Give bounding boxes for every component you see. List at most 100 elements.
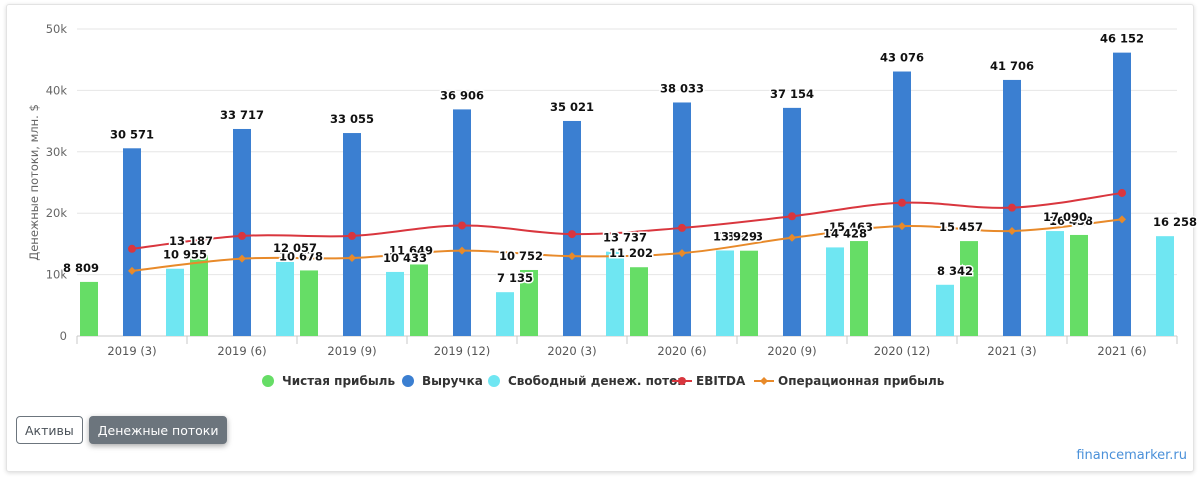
legend-label: Операционная прибыль	[778, 374, 945, 388]
point-operating-profit	[898, 222, 906, 231]
data-label: 38 033	[660, 81, 704, 95]
data-label: 35 021	[550, 100, 594, 114]
point-ebitda	[1118, 188, 1126, 197]
point-operating-profit	[128, 266, 136, 275]
y-tick-label: 20k	[46, 206, 68, 220]
bar-net-profit	[850, 241, 868, 336]
data-label: 8 342	[937, 264, 973, 278]
legend-label: Свободный денеж. поток	[508, 374, 686, 388]
bar-net-profit	[80, 281, 98, 336]
data-label: 15 457	[939, 220, 983, 234]
tab-assets[interactable]: Активы	[16, 416, 83, 444]
data-label: 43 076	[880, 51, 924, 65]
x-tick-label: 2020 (12)	[874, 344, 931, 358]
data-label: 13 737	[603, 231, 647, 245]
bar-free-cash-flow	[716, 250, 734, 336]
y-axis-label: Денежные потоки, млн. $	[27, 104, 41, 261]
point-ebitda	[238, 231, 246, 240]
data-label: 10 752	[499, 249, 543, 263]
point-ebitda	[568, 230, 576, 239]
x-tick-label: 2020 (9)	[767, 344, 816, 358]
data-label: 11 649	[389, 243, 433, 257]
y-tick-label: 10k	[46, 268, 68, 282]
tab-cashflow[interactable]: Денежные потоки	[88, 416, 228, 444]
point-ebitda	[678, 223, 686, 232]
data-label: 41 706	[990, 59, 1034, 73]
bar-free-cash-flow	[936, 284, 954, 336]
bar-free-cash-flow	[276, 261, 294, 336]
y-tick-label: 40k	[46, 83, 68, 97]
bar-free-cash-flow	[496, 292, 514, 336]
legend-marker	[678, 377, 686, 385]
data-label: 10 678	[279, 249, 323, 263]
bar-free-cash-flow	[606, 251, 624, 336]
bar-net-profit	[1070, 234, 1088, 336]
x-tick-label: 2020 (6)	[657, 344, 706, 358]
bar-net-profit	[300, 270, 318, 336]
legend-marker	[760, 377, 768, 385]
data-label: 12 057	[273, 241, 317, 255]
bar-free-cash-flow	[1046, 231, 1064, 336]
x-tick-label: 2019 (12)	[434, 344, 491, 358]
y-tick-label: 30k	[46, 145, 68, 159]
data-label: 16 258	[1153, 215, 1197, 229]
point-operating-profit	[238, 254, 246, 263]
data-label: 10 433	[383, 251, 427, 265]
chart-tabs: Активы Денежные потоки	[16, 416, 228, 444]
credit-link[interactable]: financemarker.ru	[1076, 448, 1187, 463]
bar-free-cash-flow	[386, 271, 404, 336]
legend-label: EBITDA	[696, 374, 746, 388]
data-label: 37 154	[770, 87, 814, 101]
bar-revenue	[123, 148, 141, 336]
data-label: 17 090	[1043, 210, 1087, 224]
x-tick-label: 2019 (9)	[327, 344, 376, 358]
bar-revenue	[563, 120, 581, 336]
point-ebitda	[1008, 203, 1016, 212]
bar-net-profit	[410, 264, 428, 336]
legend-label: Выручка	[422, 374, 483, 388]
point-operating-profit	[788, 233, 796, 242]
data-label: 13 187	[169, 234, 213, 248]
x-tick-label: 2019 (3)	[107, 344, 156, 358]
legend-marker	[402, 375, 414, 387]
point-ebitda	[348, 231, 356, 240]
bar-revenue	[673, 102, 691, 336]
x-tick-label: 2021 (3)	[987, 344, 1036, 358]
point-operating-profit	[458, 246, 466, 255]
data-label: 46 152	[1100, 32, 1144, 46]
data-label: 13 893	[719, 230, 763, 244]
y-tick-label: 50k	[46, 22, 68, 36]
point-ebitda	[788, 212, 796, 221]
bar-net-profit	[960, 241, 978, 336]
bar-net-profit	[520, 269, 538, 336]
data-label: 14 428	[823, 226, 867, 240]
line-operating-profit	[131, 218, 1123, 272]
x-tick-label: 2021 (6)	[1097, 344, 1146, 358]
point-operating-profit	[678, 249, 686, 258]
point-ebitda	[128, 244, 136, 253]
data-label: 30 571	[110, 127, 154, 141]
y-tick-label: 0	[60, 329, 67, 343]
bar-free-cash-flow	[166, 268, 184, 336]
point-operating-profit	[568, 252, 576, 261]
chart-card	[6, 4, 1194, 472]
bar-free-cash-flow	[826, 247, 844, 336]
line-ebitda	[131, 191, 1123, 250]
point-operating-profit	[1008, 227, 1016, 236]
point-operating-profit	[348, 254, 356, 263]
data-label: 33 717	[220, 108, 264, 122]
data-label: 13 929	[713, 229, 757, 243]
bar-net-profit	[740, 250, 758, 336]
data-label: 10 955	[163, 248, 207, 262]
data-label: 8 809	[63, 261, 99, 275]
legend-marker	[488, 375, 500, 387]
bar-revenue	[783, 107, 801, 336]
data-label: 36 906	[440, 88, 484, 102]
x-tick-label: 2019 (6)	[217, 344, 266, 358]
point-ebitda	[898, 198, 906, 207]
data-label: 15 463	[829, 220, 873, 234]
x-tick-label: 2020 (3)	[547, 344, 596, 358]
bar-net-profit	[630, 267, 648, 336]
bar-free-cash-flow	[1156, 236, 1174, 336]
bar-net-profit	[190, 255, 208, 336]
